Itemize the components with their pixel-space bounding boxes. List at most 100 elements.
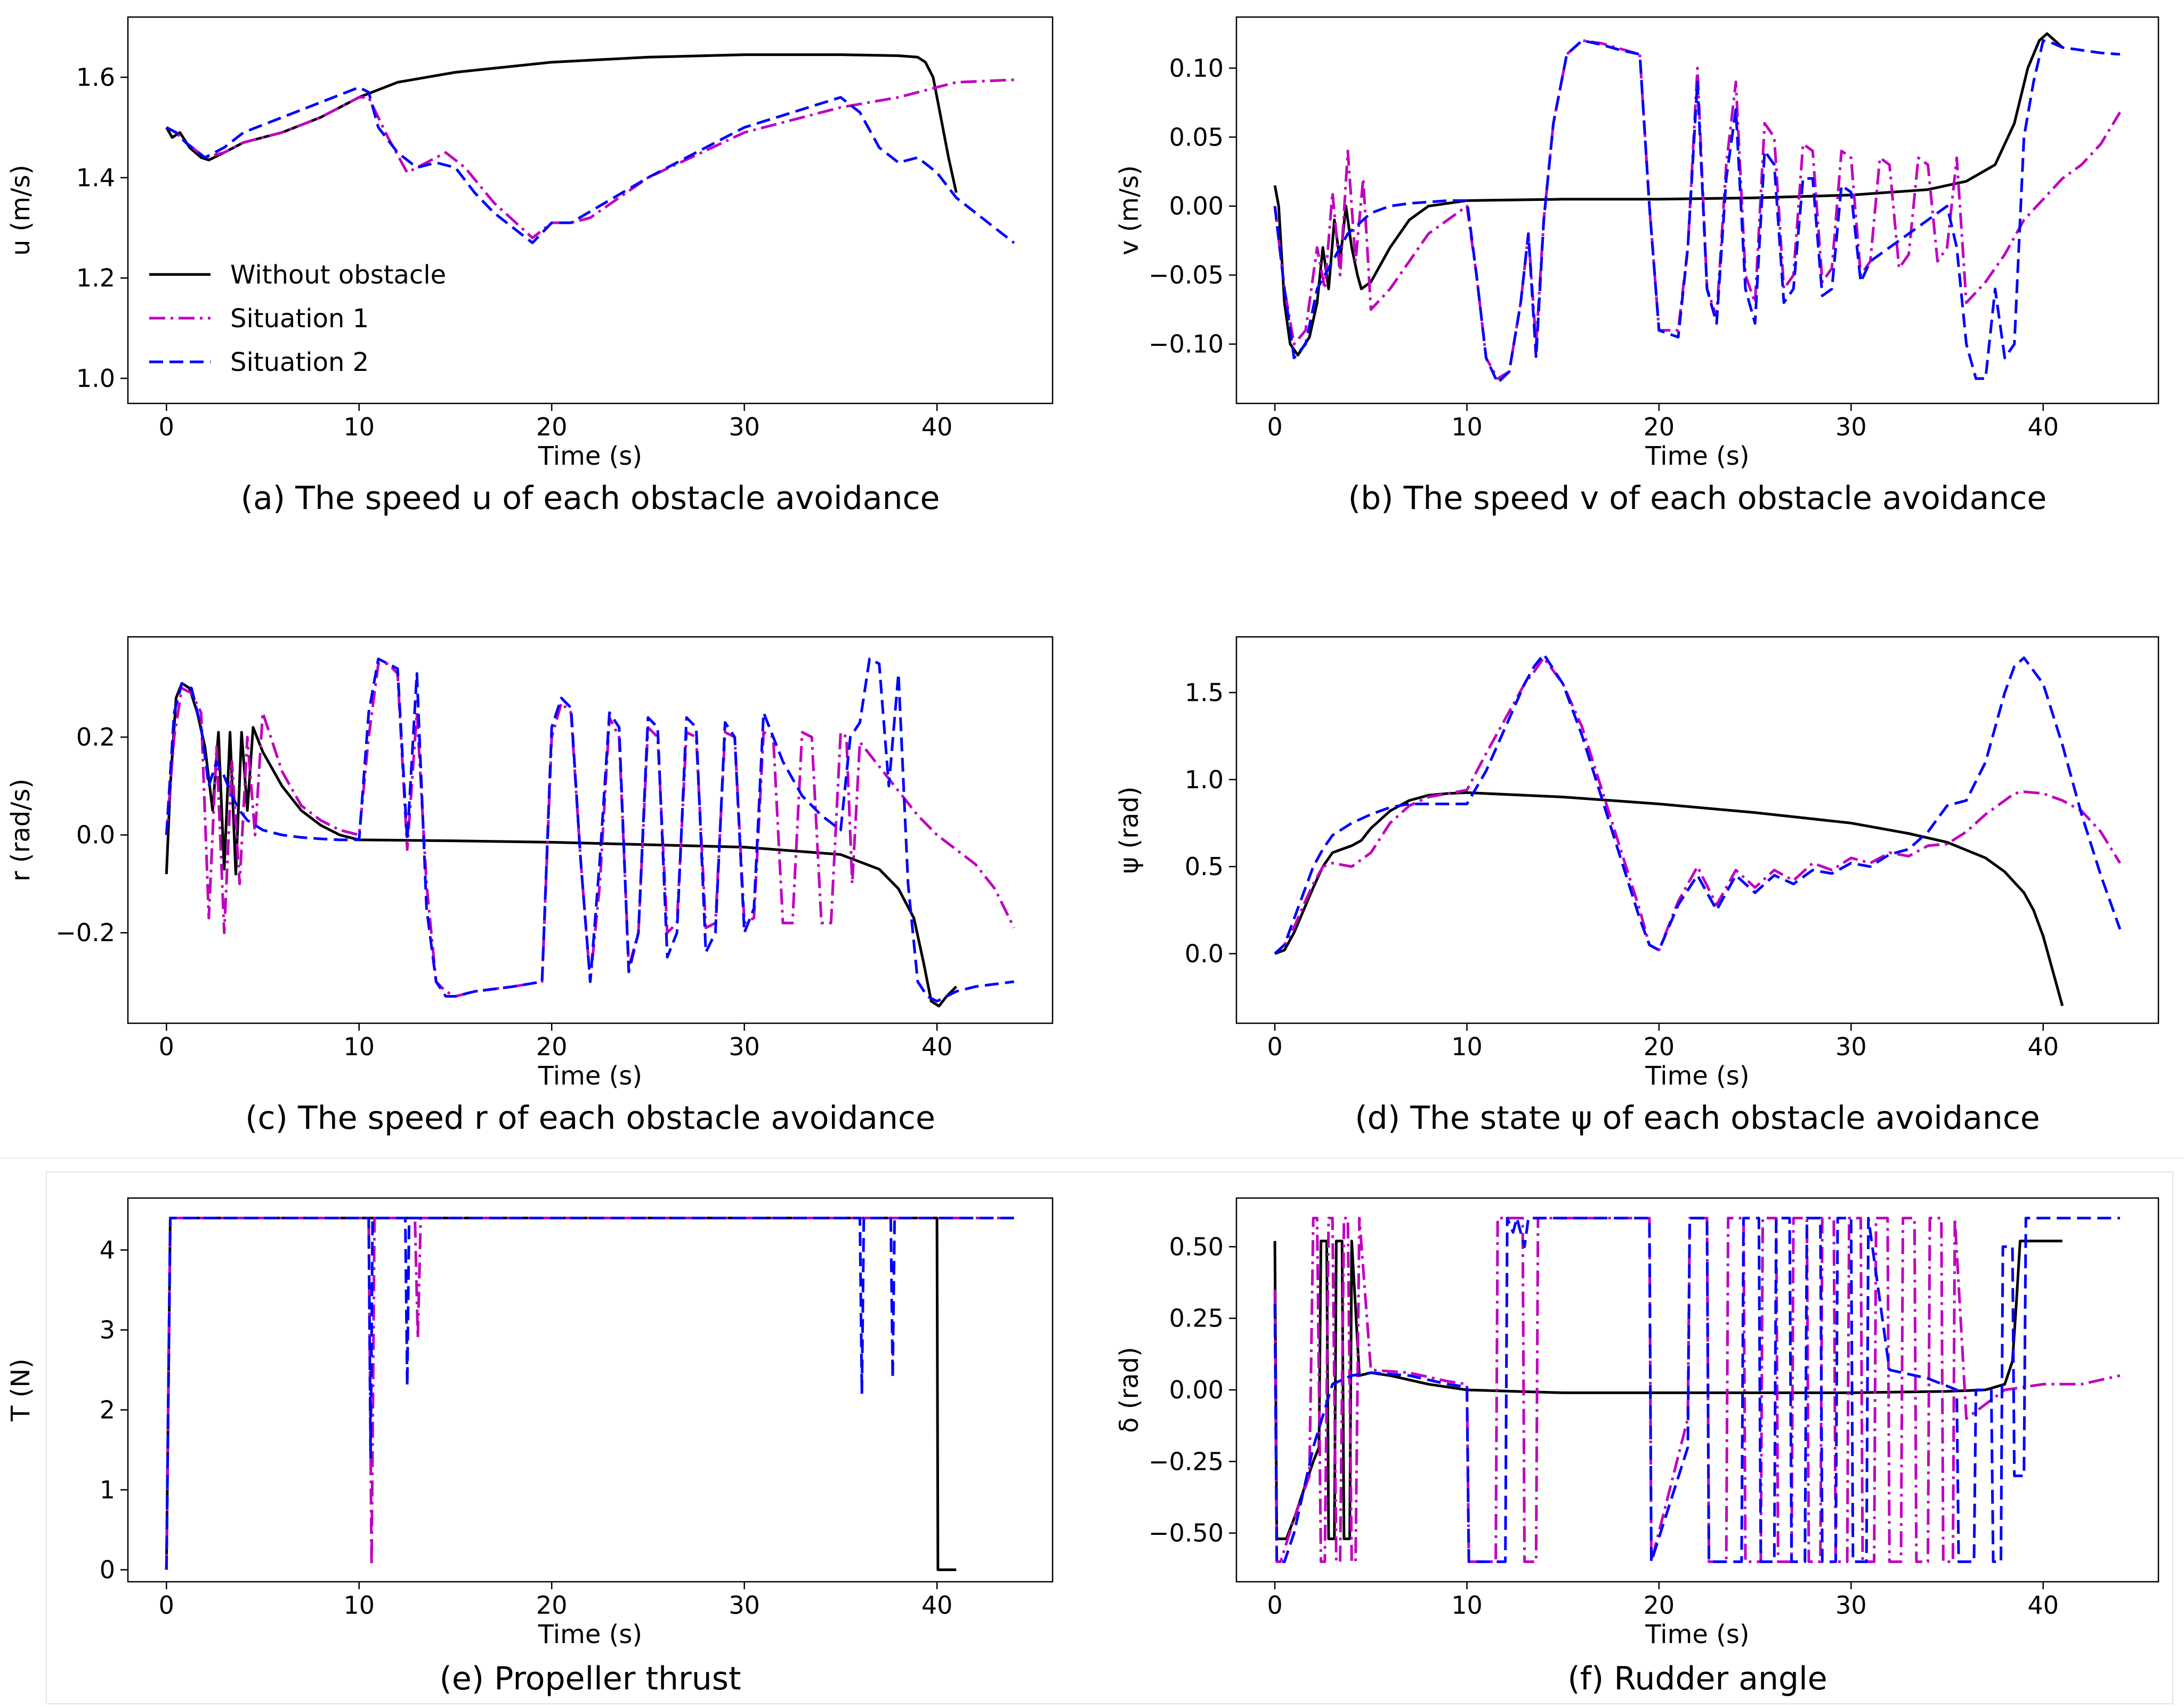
x-tick-label: 20	[1644, 1591, 1675, 1620]
chart-caption: (b) The speed v of each obstacle avoidan…	[1348, 480, 2047, 517]
x-tick-label: 10	[1451, 412, 1483, 441]
chart-d: 0 10 20 30 40 0.0 0.5 1.0 1.5 Time (s) ψ (rad) (d) …	[1114, 636, 2159, 1137]
x-tick-label: 40	[2027, 1032, 2059, 1061]
y-tick-label: 3	[100, 1316, 115, 1345]
y-axis-label: v (m/s)	[1114, 165, 1144, 255]
y-axis-label: T (N)	[6, 1358, 36, 1422]
y-tick-label: 4	[100, 1236, 115, 1265]
x-tick-label: 40	[921, 412, 953, 441]
y-tick-label: 0.00	[1169, 1376, 1224, 1404]
y-axis-label: δ (rad)	[1114, 1347, 1144, 1433]
x-tick-label: 10	[343, 1591, 375, 1620]
y-tick-label: 1.0	[1185, 765, 1224, 794]
x-axis-label: Time (s)	[538, 1620, 642, 1649]
x-tick-label: 10	[1451, 1591, 1483, 1620]
legend: Without obstacle Situation 1 Situation 2	[149, 260, 446, 377]
x-tick-label: 30	[729, 1591, 760, 1620]
y-tick-label: 0.25	[1169, 1304, 1224, 1333]
x-tick-label: 10	[343, 412, 375, 441]
y-tick-label: 0.0	[1185, 939, 1224, 968]
x-tick-label: 10	[343, 1032, 375, 1061]
y-tick-label: −0.05	[1148, 261, 1224, 289]
x-tick-label: 0	[1267, 412, 1282, 441]
series-group	[1274, 653, 2122, 1006]
series-line-situation-2	[165, 1217, 1014, 1570]
y-axis-label: ψ (rad)	[1114, 787, 1144, 874]
x-tick-label: 0	[159, 412, 174, 441]
x-tick-label: 40	[921, 1591, 953, 1620]
x-tick-label: 30	[1835, 1591, 1867, 1620]
y-tick-label: 0.0	[76, 821, 115, 850]
series-line-situation-2	[1273, 39, 2121, 384]
x-tick-label: 20	[1644, 1032, 1675, 1061]
x-tick-label: 40	[2027, 1591, 2059, 1620]
axes-frame	[1235, 636, 2159, 1024]
y-tick-label: 0	[100, 1556, 115, 1584]
x-tick-label: 0	[159, 1032, 174, 1061]
y-axis-label: u (m/s)	[6, 165, 36, 256]
series-line-without-obstacle	[165, 53, 958, 193]
series-group	[165, 1217, 1014, 1571]
x-tick-label: 30	[729, 1032, 760, 1061]
x-axis-label: Time (s)	[538, 441, 642, 471]
y-tick-label: 0.2	[76, 723, 115, 751]
series-line-situation-2	[1274, 653, 2122, 955]
x-axis-label: Time (s)	[1645, 441, 1749, 471]
chart-caption: (a) The speed u of each obstacle avoidan…	[241, 480, 940, 517]
y-tick-label: 1.0	[76, 364, 115, 393]
y-tick-label: 1.6	[76, 63, 115, 92]
y-tick-label: 2	[100, 1396, 115, 1425]
chart-caption: (d) The state ψ of each obstacle avoidan…	[1355, 1099, 2040, 1137]
y-tick-label: −0.2	[55, 918, 115, 947]
legend-label: Situation 2	[230, 347, 369, 377]
series-group	[165, 53, 1015, 245]
axes-frame	[1235, 16, 2159, 404]
x-tick-label: 0	[159, 1591, 174, 1620]
y-tick-label: 0.05	[1169, 123, 1224, 151]
chart-e: 0 10 20 30 40 0 1 2 3 4 Time (s) T (N) (e) Propeller…	[6, 1197, 1054, 1697]
x-tick-label: 40	[2027, 412, 2059, 441]
axes-frame	[127, 636, 1054, 1024]
chart-caption: (c) The speed r of each obstacle avoidan…	[245, 1099, 935, 1137]
axes-frame	[127, 1197, 1054, 1583]
x-tick-label: 10	[1451, 1032, 1483, 1061]
series-group	[165, 657, 1015, 1008]
x-tick-label: 20	[536, 412, 568, 441]
x-tick-label: 30	[729, 412, 760, 441]
y-tick-label: −0.25	[1148, 1447, 1224, 1476]
y-tick-label: 0.10	[1169, 54, 1224, 83]
section-divider	[0, 1158, 2184, 1159]
y-tick-label: −0.10	[1148, 330, 1224, 359]
x-axis-label: Time (s)	[1645, 1620, 1749, 1649]
series-group	[1273, 1217, 2121, 1563]
chart-a: 0 10 20 30 40 1.0 1.2 1.4 1.6 Time (s) u (m/s) (a) …	[6, 16, 1054, 517]
series-line-situation-1	[1274, 656, 2122, 955]
y-tick-label: −0.50	[1148, 1519, 1224, 1548]
y-tick-label: 1.5	[1185, 678, 1224, 707]
x-tick-label: 20	[1644, 412, 1675, 441]
legend-label: Without obstacle	[230, 260, 446, 290]
x-tick-label: 20	[536, 1591, 568, 1620]
x-tick-label: 0	[1267, 1591, 1282, 1620]
series-line-without-obstacle	[165, 1217, 957, 1571]
series-line-situation-1	[165, 662, 1015, 998]
chart-c: 0 10 20 30 40 −0.2 0.0 0.2 Time (s) r (rad/s) (c) …	[6, 636, 1054, 1137]
chart-caption: (f) Rudder angle	[1567, 1660, 1827, 1697]
series-line-situation-2	[166, 86, 1015, 245]
series-line-situation-2	[165, 657, 1015, 1003]
chart-b: 0 10 20 30 40 −0.10 −0.05 0.00 0.05 0.10 Time (s) v…	[1114, 16, 2159, 517]
y-axis-label: r (rad/s)	[6, 779, 36, 881]
series-line-situation-1	[165, 1217, 1014, 1570]
series-line-without-obstacle	[165, 682, 958, 1008]
y-tick-label: 1.2	[76, 264, 115, 293]
series-line-situation-2	[1273, 1217, 2120, 1563]
series-line-without-obstacle	[1274, 791, 2064, 1006]
y-tick-label: 0.00	[1169, 192, 1224, 221]
chart-caption: (e) Propeller thrust	[439, 1660, 741, 1697]
axes-frame	[127, 16, 1054, 404]
bottom-row-frame	[46, 1171, 2173, 1704]
series-group	[1273, 32, 2122, 384]
chart-f: 0 10 20 30 40 −0.50 −0.25 0.00 0.25 0.50 Time (s) δ…	[1114, 1197, 2159, 1697]
series-line-situation-1	[166, 78, 1014, 239]
